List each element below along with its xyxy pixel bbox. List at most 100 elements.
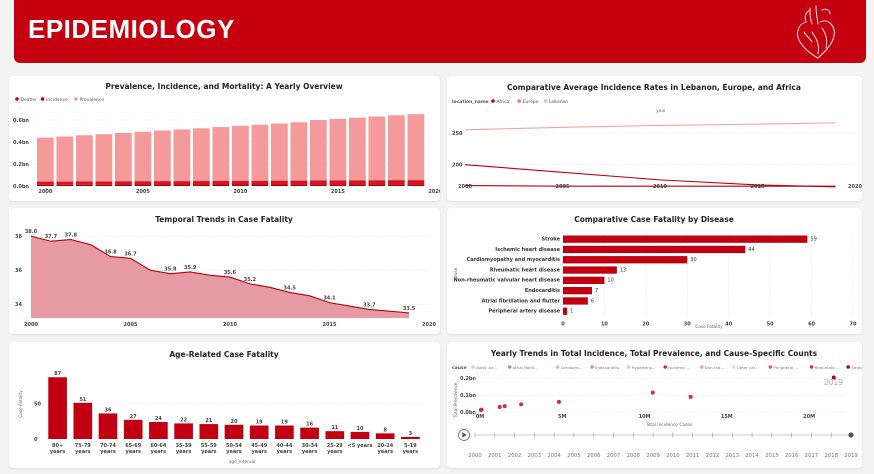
bar[interactable] [98, 413, 118, 439]
timeline-year-label[interactable]: 2013 [726, 453, 739, 459]
bar-incidence[interactable] [212, 180, 230, 185]
bar[interactable] [563, 266, 617, 274]
bar-deaths[interactable] [349, 184, 366, 186]
bar[interactable] [149, 421, 168, 439]
bar-incidence[interactable] [76, 181, 93, 185]
bar-prevalence[interactable] [95, 134, 113, 182]
timeline-year-label[interactable]: 2009 [646, 453, 659, 459]
scatter-point[interactable] [831, 375, 836, 380]
bar-incidence[interactable] [134, 181, 152, 185]
bar-incidence[interactable] [193, 181, 210, 185]
bar[interactable] [300, 427, 319, 439]
play-button[interactable] [458, 429, 470, 441]
bar-deaths[interactable] [388, 184, 405, 186]
bar-prevalence[interactable] [37, 137, 54, 182]
bar-deaths[interactable] [212, 184, 230, 186]
case-fatality-line[interactable] [30, 235, 410, 314]
bar-deaths[interactable] [329, 184, 347, 186]
timeline-year-label[interactable]: 2007 [607, 453, 620, 459]
bar[interactable] [325, 431, 345, 439]
bar[interactable] [375, 433, 395, 439]
bar-incidence[interactable] [310, 180, 327, 185]
bar[interactable] [563, 307, 568, 315]
bar[interactable] [563, 287, 592, 295]
timeline-year-label[interactable]: 2005 [567, 453, 580, 459]
bar[interactable] [401, 436, 420, 439]
bar[interactable] [48, 377, 67, 439]
bar[interactable] [563, 245, 746, 254]
bar-deaths[interactable] [76, 184, 93, 186]
bar[interactable] [249, 425, 269, 439]
bar-prevalence[interactable] [368, 116, 386, 181]
bar-prevalence[interactable] [329, 118, 347, 181]
timeline-year-label[interactable]: 2017 [805, 453, 818, 459]
scatter-point[interactable] [479, 407, 484, 412]
timeline-year-label[interactable]: 2004 [547, 453, 561, 459]
bar-prevalence[interactable] [193, 128, 210, 182]
bar[interactable] [224, 424, 244, 439]
bar-incidence[interactable] [56, 181, 74, 185]
timeline-year-label[interactable]: 2003 [528, 453, 541, 459]
bar-incidence[interactable] [388, 180, 405, 185]
bar-incidence[interactable] [232, 180, 249, 185]
timeline-year-label[interactable]: 2002 [508, 453, 521, 459]
bar-deaths[interactable] [134, 184, 152, 186]
bar-deaths[interactable] [368, 184, 386, 186]
bar-deaths[interactable] [407, 184, 425, 186]
bar-prevalence[interactable] [407, 114, 425, 181]
bar-incidence[interactable] [368, 180, 386, 185]
bar[interactable] [275, 425, 294, 439]
bar-prevalence[interactable] [173, 129, 191, 182]
bar-incidence[interactable] [37, 181, 54, 185]
scatter-point[interactable] [688, 394, 693, 399]
scatter-point[interactable] [556, 399, 561, 404]
bar-deaths[interactable] [290, 184, 308, 186]
bar-prevalence[interactable] [349, 117, 366, 181]
timeline-year-label[interactable]: 2011 [686, 453, 699, 459]
bar-incidence[interactable] [329, 180, 347, 185]
bar[interactable] [563, 256, 688, 264]
bar-prevalence[interactable] [134, 131, 152, 182]
scatter-point[interactable] [650, 390, 655, 395]
bar-deaths[interactable] [173, 184, 191, 186]
bar-deaths[interactable] [115, 184, 132, 186]
bar-prevalence[interactable] [232, 125, 249, 181]
timeline-year-label[interactable]: 2019 [844, 453, 857, 459]
bar[interactable] [563, 276, 605, 284]
timeline-year-label[interactable]: 2018 [824, 453, 838, 459]
timeline-year-label[interactable]: 2012 [706, 453, 719, 459]
bar[interactable] [123, 419, 143, 439]
series-line-europe[interactable] [464, 122, 836, 131]
scatter-point[interactable] [519, 402, 524, 407]
bar-prevalence[interactable] [290, 122, 308, 181]
bar-prevalence[interactable] [251, 124, 269, 181]
timeline-year-label[interactable]: 2008 [627, 453, 641, 459]
bar[interactable] [174, 423, 193, 439]
bar-deaths[interactable] [37, 184, 54, 186]
timeline-year-label[interactable]: 2006 [587, 453, 601, 459]
series-line-lebanon[interactable] [464, 185, 836, 187]
bar-prevalence[interactable] [212, 127, 230, 181]
bar-prevalence[interactable] [115, 132, 132, 182]
timeline-year-label[interactable]: 2015 [765, 453, 778, 459]
bar-deaths[interactable] [193, 184, 210, 186]
bar-deaths[interactable] [154, 184, 171, 186]
timeline-handle[interactable] [848, 432, 854, 438]
bar-incidence[interactable] [290, 180, 308, 185]
bar-deaths[interactable] [95, 184, 113, 186]
bar-prevalence[interactable] [310, 120, 327, 181]
timeline-year-label[interactable]: 2010 [666, 453, 680, 459]
bar-deaths[interactable] [251, 184, 269, 186]
timeline-year-label[interactable]: 2001 [488, 453, 501, 459]
bar-incidence[interactable] [95, 181, 113, 185]
bar-incidence[interactable] [407, 180, 425, 185]
bar-prevalence[interactable] [76, 135, 93, 182]
bar-prevalence[interactable] [56, 136, 74, 182]
bar-incidence[interactable] [271, 180, 288, 185]
bar[interactable] [199, 424, 219, 439]
bar-deaths[interactable] [56, 184, 74, 186]
bar-incidence[interactable] [349, 180, 366, 185]
bar-incidence[interactable] [251, 180, 269, 185]
bar-prevalence[interactable] [154, 130, 171, 182]
bar[interactable] [73, 402, 93, 439]
